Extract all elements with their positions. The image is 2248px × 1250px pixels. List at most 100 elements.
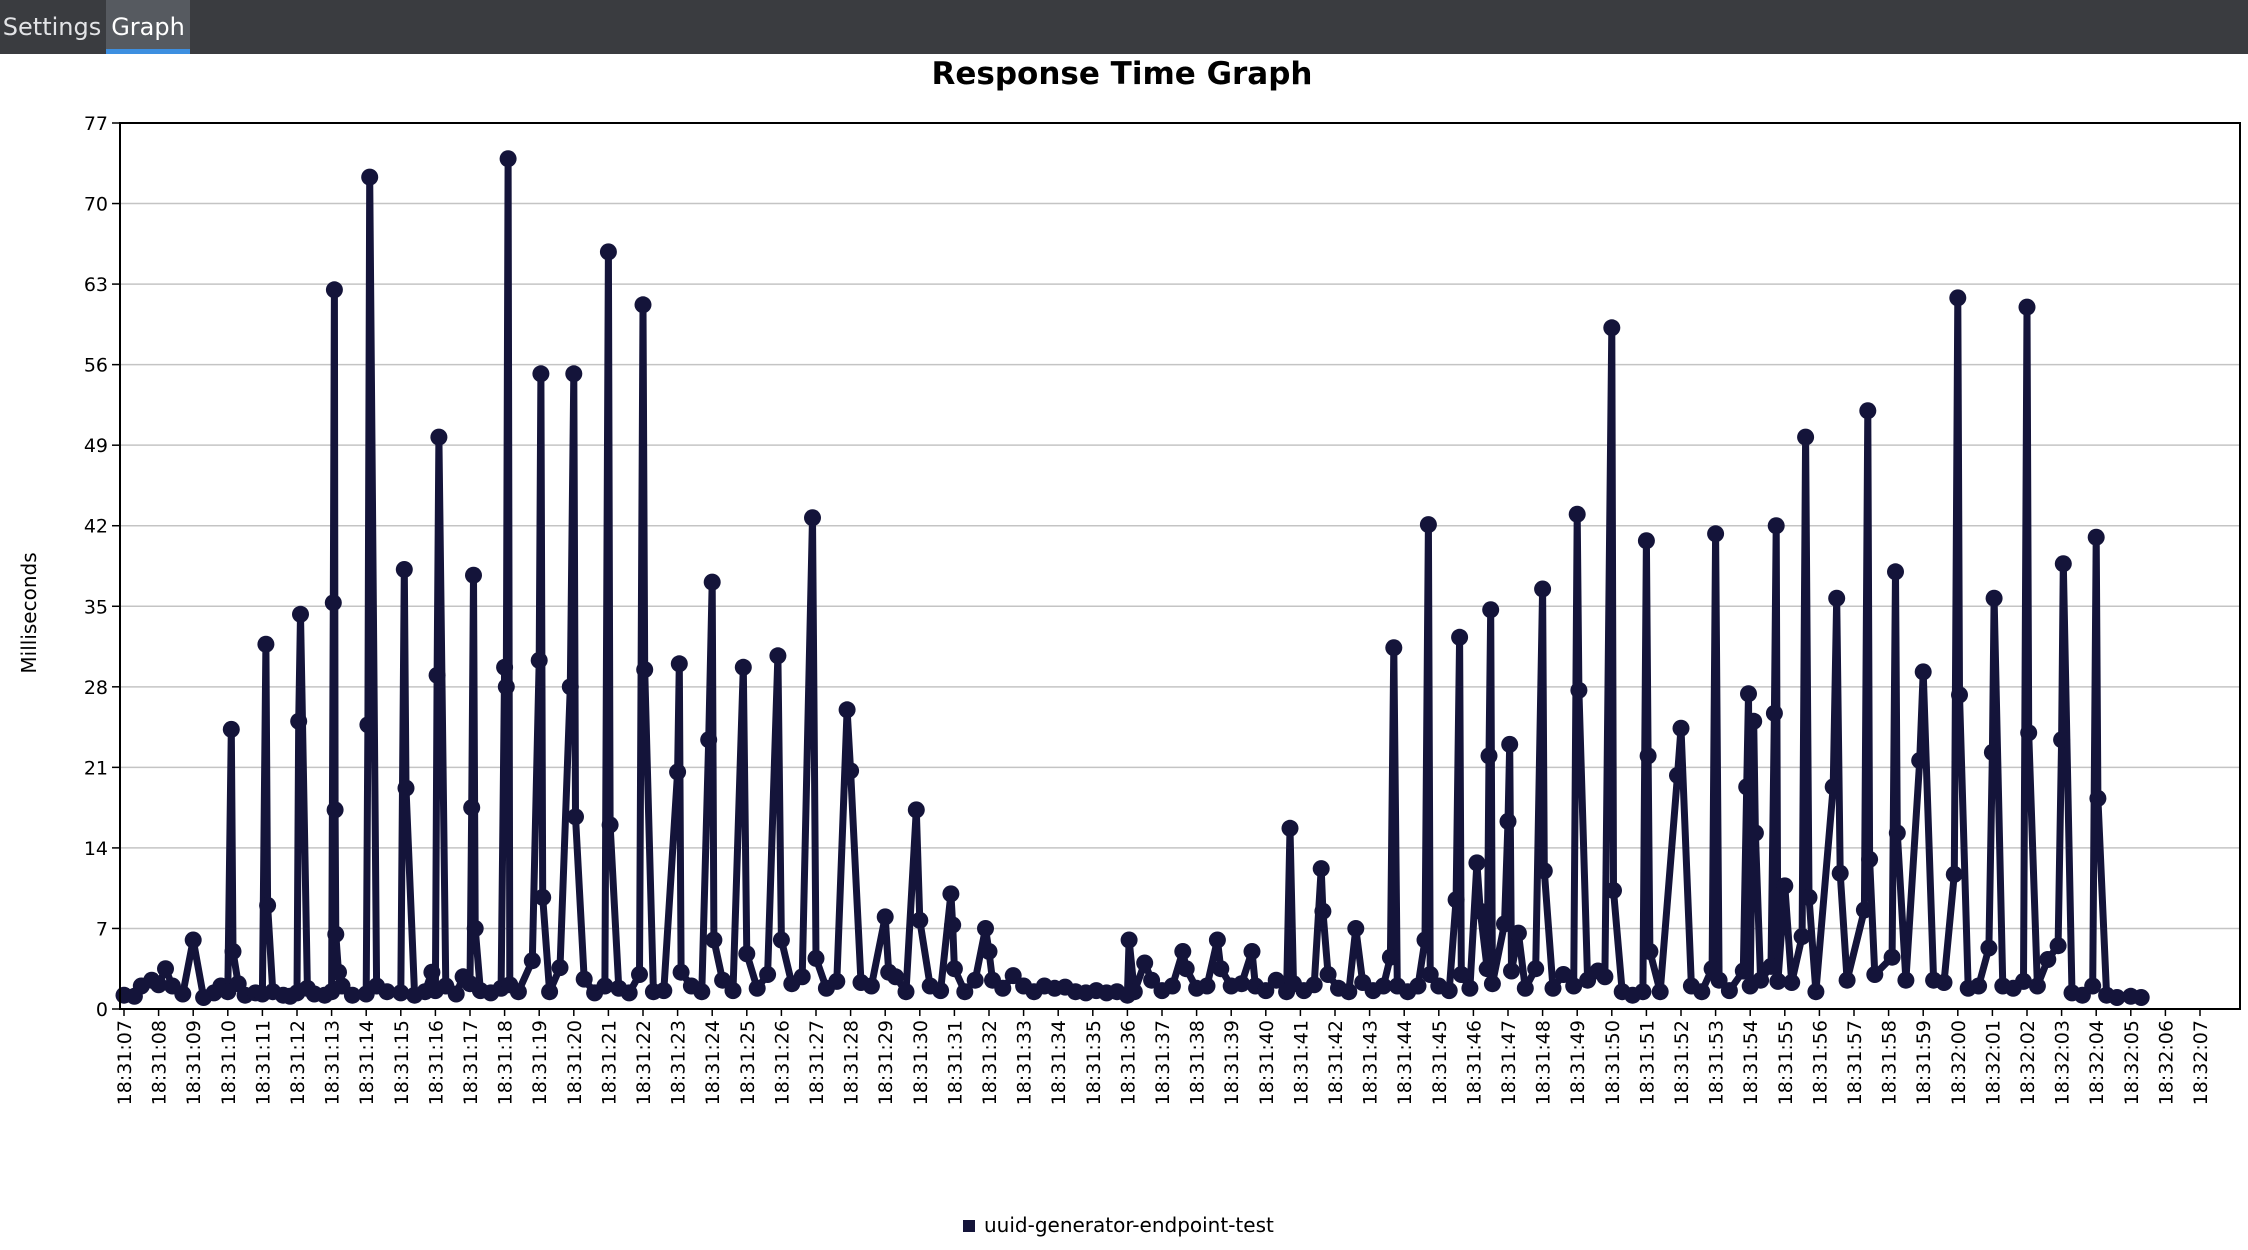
data-point (1887, 563, 1904, 581)
tab-graph[interactable]: Graph (106, 0, 190, 54)
data-point (430, 428, 448, 446)
x-tick-label: 18:31:55 (1775, 1020, 1797, 1105)
data-point (1605, 882, 1622, 899)
x-tick-label: 18:31:20 (564, 1020, 586, 1105)
x-tick-label: 18:31:13 (322, 1020, 344, 1105)
data-point (1385, 639, 1403, 657)
data-point (325, 281, 343, 299)
data-point (361, 168, 379, 186)
data-point (705, 931, 723, 949)
data-point (1461, 979, 1479, 997)
data-point (1793, 928, 1811, 945)
data-point (1544, 979, 1562, 997)
x-tick-label: 18:31:56 (1809, 1020, 1831, 1105)
data-point (1855, 901, 1873, 919)
tab-settings[interactable]: Settings (2, 13, 102, 41)
data-point (1866, 966, 1884, 983)
data-point (534, 888, 552, 906)
data-point (1281, 819, 1299, 837)
data-point (1243, 943, 1261, 960)
data-point (1257, 982, 1275, 1000)
data-point (1828, 589, 1846, 607)
data-point (224, 943, 242, 960)
data-point (631, 966, 648, 983)
data-point (1740, 685, 1757, 703)
x-tick-label: 18:31:50 (1602, 1020, 1624, 1105)
data-point (465, 566, 482, 584)
data-point (672, 963, 690, 981)
x-tick-label: 18:31:42 (1325, 1020, 1347, 1105)
x-tick-label: 18:32:03 (2052, 1020, 2074, 1105)
data-point (1911, 752, 1929, 769)
data-point (2018, 298, 2036, 316)
data-point (1738, 778, 1756, 796)
data-point (907, 801, 925, 819)
data-point (945, 960, 963, 978)
y-tick-label: 21 (84, 757, 108, 779)
data-point (1478, 960, 1496, 978)
data-point (1004, 967, 1022, 985)
data-point (966, 971, 984, 989)
legend: uuid-generator-endpoint-test (963, 1213, 1274, 1237)
data-point (2053, 731, 2071, 749)
data-point (793, 968, 811, 986)
data-point (1527, 960, 1545, 978)
data-point (463, 799, 481, 817)
data-point (1565, 977, 1583, 995)
data-point (1734, 962, 1752, 980)
data-point (1374, 977, 1392, 995)
data-point (862, 977, 880, 995)
data-point (596, 977, 614, 995)
data-point (1980, 939, 1998, 957)
data-point (1305, 976, 1323, 994)
data-point (184, 931, 202, 949)
data-point (499, 150, 517, 168)
data-point (1483, 975, 1501, 993)
y-axis-label: Milliseconds (17, 552, 41, 673)
x-tick-label: 18:31:31 (944, 1020, 966, 1105)
data-point (466, 920, 484, 937)
data-point (1762, 957, 1780, 975)
x-tick-label: 18:31:49 (1567, 1020, 1589, 1105)
x-tick-label: 18:31:37 (1152, 1020, 1174, 1105)
data-point (620, 984, 638, 1002)
data-point (636, 661, 654, 679)
y-tick-label: 7 (96, 918, 108, 940)
data-point (1935, 974, 1953, 991)
data-point (330, 963, 347, 981)
response-time-chart: Response Time Graph Milliseconds 0 7 14 21 2… (17, 56, 2241, 1237)
x-tick-label: 18:31:32 (979, 1020, 1001, 1105)
data-point (1319, 966, 1337, 983)
x-tick-label: 18:31:59 (1913, 1020, 1935, 1105)
data-point (1831, 864, 1849, 882)
data-point (174, 985, 192, 1003)
data-point (496, 658, 514, 676)
data-point (1208, 931, 1226, 949)
data-point (1949, 289, 1967, 307)
data-point (1554, 966, 1572, 983)
x-tick-label: 18:31:54 (1740, 1020, 1762, 1105)
data-point (1861, 850, 1879, 868)
data-point (807, 949, 825, 967)
x-tick-label: 18:31:46 (1463, 1020, 1485, 1105)
data-point (150, 976, 168, 994)
data-point (956, 983, 974, 1001)
y-tick-label: 63 (84, 274, 108, 296)
data-point (1314, 902, 1332, 920)
data-point (1534, 580, 1552, 598)
data-point (1347, 920, 1365, 937)
data-point (1381, 948, 1399, 966)
data-point (724, 982, 742, 1000)
data-point (1143, 971, 1161, 989)
data-point (1951, 686, 1968, 704)
data-point (838, 701, 856, 719)
data-point (2087, 528, 2105, 546)
data-point (700, 731, 718, 749)
x-tick-label: 18:31:07 (114, 1020, 136, 1105)
legend-label: uuid-generator-endpoint-test (984, 1213, 1274, 1237)
data-point (1440, 982, 1458, 1000)
data-point (397, 779, 415, 797)
x-tick-label: 18:31:39 (1221, 1020, 1243, 1105)
x-tick-label: 18:31:48 (1533, 1020, 1555, 1105)
data-point (575, 970, 593, 988)
